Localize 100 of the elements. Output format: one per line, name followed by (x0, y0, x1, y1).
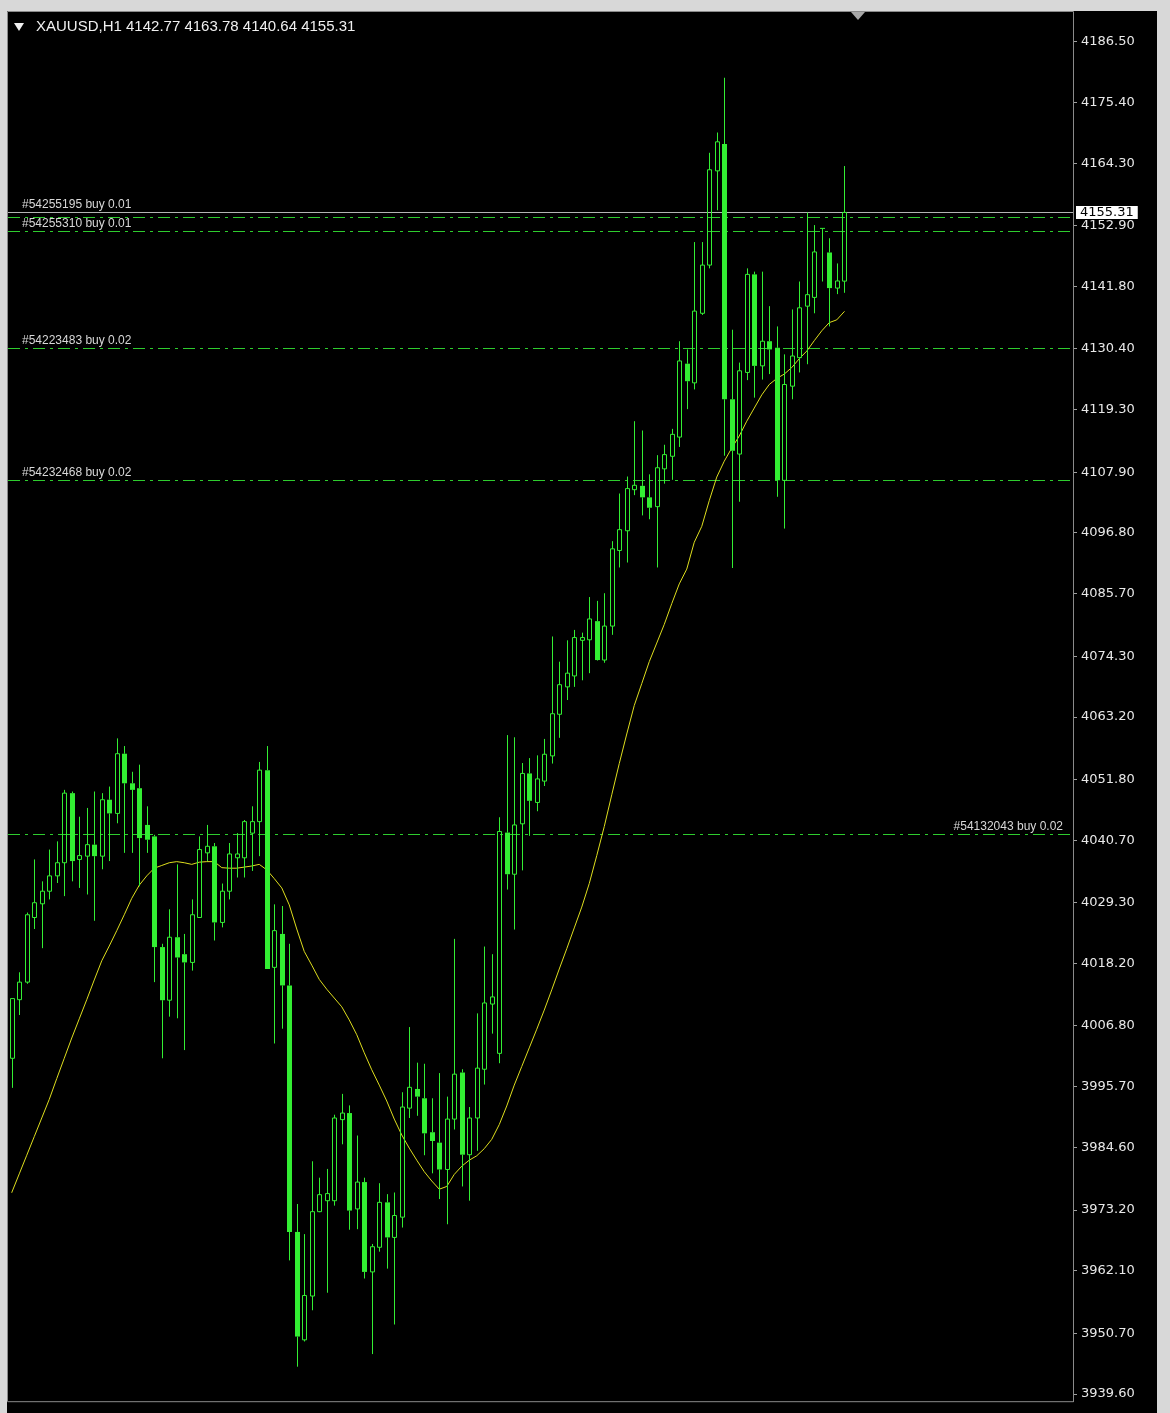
candlestick (835, 262, 840, 295)
candlestick (797, 281, 802, 373)
candlestick (415, 1062, 420, 1117)
candlestick (92, 791, 97, 922)
y-tick-label: 3973.20 (1081, 1201, 1135, 1217)
candlestick (287, 943, 292, 1261)
candlestick (250, 805, 255, 872)
candlestick (542, 738, 547, 787)
y-tick-label: 3995.70 (1081, 1078, 1135, 1094)
candlestick (295, 1203, 300, 1368)
candlestick (265, 745, 270, 969)
candlestick (617, 493, 622, 568)
candlestick (535, 754, 540, 812)
candlestick (437, 1072, 442, 1200)
candlestick (655, 454, 660, 568)
ref-line-label: 4155.31 (1080, 203, 1134, 219)
candlestick (137, 764, 142, 887)
candlestick (212, 842, 217, 942)
candlestick (550, 635, 555, 765)
candlestick (340, 1093, 345, 1145)
candlestick (77, 816, 82, 889)
candlestick (722, 77, 727, 457)
candlestick (475, 1012, 480, 1152)
y-tick-label: 4130.40 (1081, 340, 1135, 356)
candlestick (805, 211, 810, 365)
candlestick (670, 428, 675, 481)
candlestick (752, 271, 757, 399)
candlestick (235, 832, 240, 879)
candlestick (40, 880, 45, 949)
candlestick (760, 271, 765, 381)
y-tick-label: 4141.80 (1081, 277, 1135, 293)
y-tick-label: 4164.30 (1081, 154, 1135, 170)
candlestick (302, 1233, 307, 1342)
candlestick (160, 943, 165, 1059)
candlestick (167, 908, 172, 1018)
candlestick (730, 329, 735, 569)
candlestick (812, 224, 817, 314)
candlestick (707, 152, 712, 269)
candlestick (700, 241, 705, 316)
candlestick (587, 596, 592, 674)
y-tick-label: 4085.70 (1081, 585, 1135, 601)
y-tick-label: 4018.20 (1081, 954, 1135, 970)
y-tick-label: 4096.80 (1081, 524, 1135, 540)
candlestick (819, 227, 826, 283)
candlestick (625, 476, 630, 564)
candlestick (85, 807, 90, 895)
candlestick (362, 1177, 367, 1279)
ref-line-label: #54255310 buy 0.01 (22, 216, 132, 230)
candlestick (392, 1191, 397, 1326)
candlestick (122, 745, 127, 854)
candlestick (827, 237, 832, 327)
candlestick (100, 792, 105, 870)
candlestick (595, 600, 600, 661)
candlestick (70, 791, 75, 882)
candlestick (572, 629, 577, 688)
y-tick-label: 4029.30 (1081, 894, 1135, 910)
candlestick (145, 805, 150, 854)
chart-title: XAUUSD,H1 4142.77 4163.78 4140.64 4155.31 (36, 17, 356, 35)
candlestick (325, 1168, 330, 1294)
candlestick (790, 308, 795, 400)
y-tick-label: 4006.80 (1081, 1017, 1135, 1033)
candlestick (377, 1182, 382, 1253)
ref-line-label: #54223483 buy 0.02 (22, 333, 132, 347)
ref-line-label: #54255195 buy 0.01 (22, 197, 132, 211)
candlestick (512, 736, 517, 931)
candlestick (505, 734, 510, 891)
candlestick (205, 824, 210, 862)
y-tick-label: 3984.60 (1081, 1138, 1135, 1154)
candlestick (520, 762, 525, 871)
y-tick-label: 4119.30 (1081, 401, 1135, 417)
candlestick (677, 340, 682, 448)
candlestick (527, 757, 532, 837)
candlestick (557, 661, 562, 739)
candlestick (107, 786, 112, 862)
candlestick (257, 761, 262, 857)
candlestick (490, 953, 495, 1035)
candlestick (647, 473, 652, 520)
y-tick-label: 4040.70 (1081, 831, 1135, 847)
candlestick (62, 789, 67, 897)
candlestick (632, 420, 637, 496)
candlestick (10, 998, 15, 1089)
candlestick (17, 971, 22, 1016)
candlestick (197, 835, 202, 918)
candlestick (32, 858, 37, 930)
candlestick (467, 1106, 472, 1202)
ref-line-label: #54132043 buy 0.02 (953, 819, 1064, 833)
candlestick (115, 737, 120, 824)
ref-line-label: #54232468 buy 0.02 (22, 465, 132, 479)
y-tick-label: 3962.10 (1081, 1262, 1135, 1278)
candlestick (745, 267, 750, 381)
y-tick-label: 4074.30 (1081, 647, 1135, 663)
candlestick (685, 348, 690, 410)
candlestick (692, 241, 697, 390)
candlestick (152, 834, 157, 983)
y-tick-label: 4186.50 (1081, 32, 1135, 48)
candlestick (565, 639, 570, 701)
candlestick (842, 165, 847, 294)
candlestick (370, 1243, 375, 1355)
candlestick (310, 1160, 315, 1311)
candlestick (497, 816, 502, 1064)
